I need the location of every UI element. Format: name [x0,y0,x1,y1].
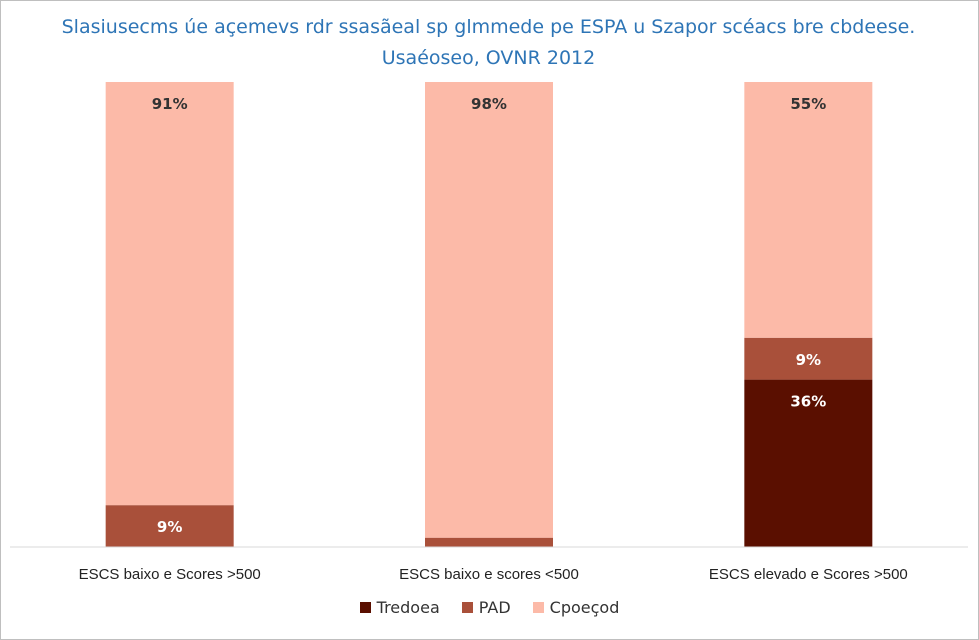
x-tick-label: ESCS baixo e Scores >500 [79,566,261,583]
legend-swatch [532,602,544,613]
data-label: 91% [152,95,188,113]
chart-title: Slasiusecms úe açemevs rdr ssasãeal sp g… [61,16,916,69]
legend-item: Cpoeçod [532,598,620,617]
data-label: 9% [157,518,182,536]
legend-swatch [359,602,371,613]
legend-label: Cpoeçod [549,598,620,617]
legend-swatch [461,602,473,613]
data-label: 98% [471,95,507,113]
bar-segment [744,379,873,547]
legend-label: Tredoea [376,598,440,617]
data-label: 55% [790,95,826,113]
bar-segment [425,82,553,538]
legend-item: PAD [461,598,511,617]
bar-segment [744,337,873,380]
x-tick-label: ESCS baixo e scores <500 [399,566,579,583]
data-label: 36% [790,393,826,411]
bar-segment [425,537,553,547]
data-label: 9% [796,351,821,369]
legend-item: Tredoea [359,598,440,617]
legend-label: PAD [478,598,511,617]
bar-segment [744,82,873,338]
bar-segment [105,82,234,506]
bar-segment [105,505,234,547]
legend: Tredoea PAD Cpoeçod [0,598,979,617]
x-tick-label: ESCS elevado e Scores >500 [709,566,908,583]
